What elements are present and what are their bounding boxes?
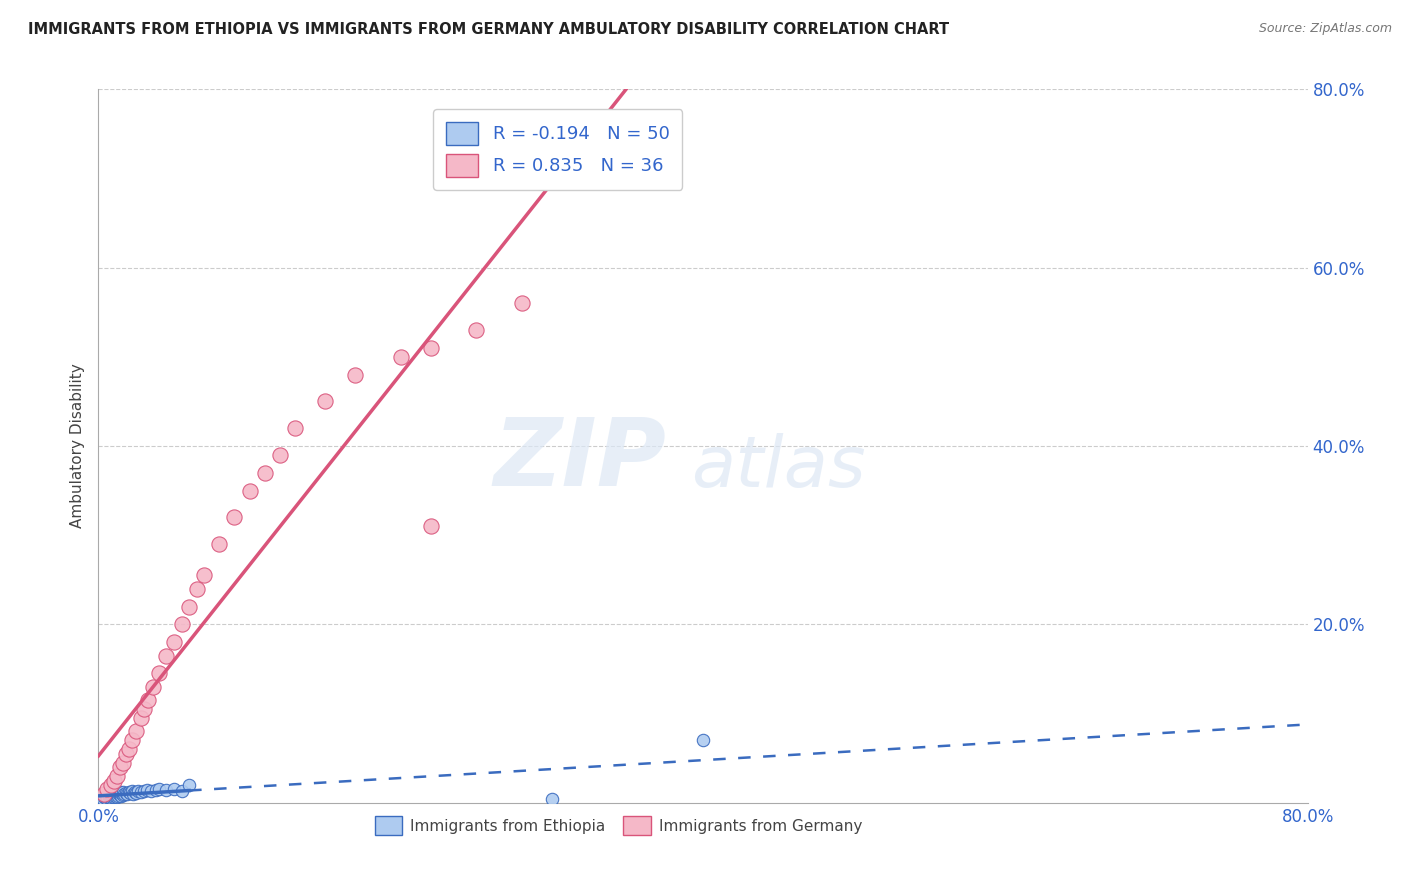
Point [96, 782, 118, 797]
Point [540, 792, 562, 806]
Point [145, 783, 167, 797]
Point [118, 742, 141, 756]
Point [465, 323, 488, 337]
Point [389, 350, 412, 364]
Point [148, 666, 170, 681]
Point [124, 785, 146, 799]
Point [93, 787, 115, 801]
Point [108, 788, 131, 802]
Point [103, 773, 125, 788]
Point [136, 693, 159, 707]
Point [104, 786, 127, 800]
Point [89, 793, 111, 807]
Point [118, 785, 141, 799]
Point [127, 784, 149, 798]
Point [163, 635, 186, 649]
Point [111, 756, 134, 770]
Point [101, 788, 124, 802]
Legend: Immigrants from Ethiopia, Immigrants from Germany: Immigrants from Ethiopia, Immigrants fro… [368, 810, 868, 841]
Point [314, 394, 336, 409]
Point [103, 787, 125, 801]
Point [129, 785, 152, 799]
Point [110, 786, 132, 800]
Point [114, 747, 136, 761]
Point [111, 785, 134, 799]
Point [115, 787, 138, 801]
Point [155, 648, 177, 663]
Point [90, 791, 112, 805]
Point [344, 368, 367, 382]
Point [284, 421, 307, 435]
Point [103, 789, 125, 804]
Text: IMMIGRANTS FROM ETHIOPIA VS IMMIGRANTS FROM GERMANY AMBULATORY DISABILITY CORREL: IMMIGRANTS FROM ETHIOPIA VS IMMIGRANTS F… [28, 22, 949, 37]
Point [269, 448, 291, 462]
Point [108, 760, 131, 774]
Point [100, 778, 122, 792]
Point [179, 778, 201, 792]
Point [91, 792, 114, 806]
Point [420, 519, 443, 533]
Text: atlas: atlas [690, 433, 866, 502]
Point [170, 617, 193, 632]
Point [692, 733, 714, 747]
Point [142, 680, 165, 694]
Point [98, 790, 121, 805]
Point [132, 784, 155, 798]
Point [94, 791, 117, 805]
Point [148, 782, 170, 797]
Point [107, 786, 129, 800]
Point [94, 789, 117, 803]
Point [105, 787, 128, 801]
Point [104, 789, 127, 803]
Point [112, 787, 135, 801]
Point [107, 789, 129, 803]
Point [179, 599, 201, 614]
Point [93, 790, 115, 805]
Point [253, 466, 276, 480]
Point [510, 296, 533, 310]
Point [98, 788, 121, 802]
Point [96, 792, 118, 806]
Point [105, 789, 128, 804]
Point [125, 786, 148, 800]
Point [114, 786, 136, 800]
Point [420, 341, 443, 355]
Point [540, 153, 562, 168]
Point [163, 782, 186, 797]
Point [105, 769, 128, 783]
Point [155, 783, 177, 797]
Point [170, 784, 193, 798]
Point [101, 790, 124, 805]
Point [186, 582, 208, 596]
Point [100, 789, 122, 803]
Point [132, 702, 155, 716]
Point [111, 788, 134, 802]
Point [239, 483, 262, 498]
Point [141, 784, 163, 798]
Point [100, 791, 122, 805]
Point [129, 711, 152, 725]
Y-axis label: Ambulatory Disability: Ambulatory Disability [69, 364, 84, 528]
Point [224, 510, 246, 524]
Point [120, 786, 142, 800]
Point [122, 787, 145, 801]
Point [121, 733, 143, 747]
Point [96, 789, 118, 804]
Point [121, 784, 143, 798]
Text: ZIP: ZIP [494, 414, 666, 507]
Point [108, 785, 131, 799]
Text: Source: ZipAtlas.com: Source: ZipAtlas.com [1258, 22, 1392, 36]
Point [135, 783, 157, 797]
Point [125, 724, 148, 739]
Point [110, 789, 132, 803]
Point [193, 568, 215, 582]
Point [208, 537, 231, 551]
